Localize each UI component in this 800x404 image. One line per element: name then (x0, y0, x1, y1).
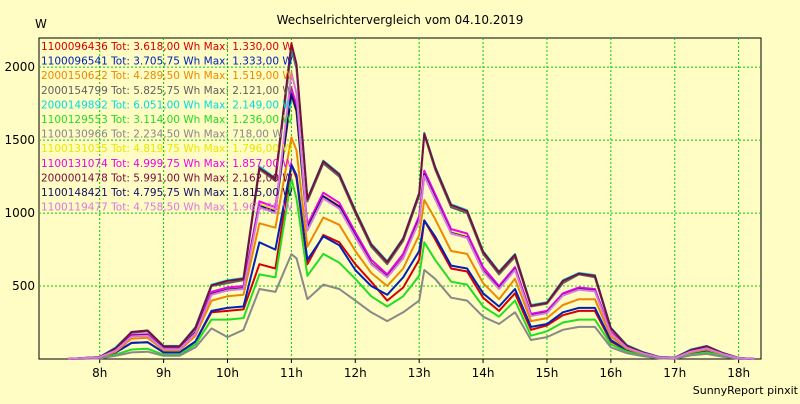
x-tick-label: 17h (663, 366, 686, 380)
y-tick-label: 1500 (4, 133, 35, 147)
x-tick-label: 16h (599, 366, 622, 380)
x-axis-ticks: 8h 9h 10h 11h 12h 13h 14h 15h 16h 17h 18h (92, 359, 750, 380)
chart-title: Wechselrichtervergleich vom 04.10.2019 (277, 13, 524, 27)
legend-entry-1100131074: 1100131074 Tot: 4.999,75 Wh Max: 1.857,0… (41, 158, 293, 170)
legend-entry-1100129553: 1100129553 Tot: 3.114,00 Wh Max: 1.236,0… (41, 114, 293, 126)
grid-lines (39, 38, 761, 359)
series-lines (67, 42, 755, 360)
legend-entry-2000001478: 2000001478 Tot: 5.991,00 Wh Max: 2.162,0… (41, 172, 293, 184)
y-axis-ticks: 500 1000 1500 2000 (4, 60, 35, 293)
legend-entry-1100119477: 1100119477 Tot: 4.758,50 Wh Max: 1.963,0… (41, 202, 293, 214)
legend-entry-2000154799: 2000154799 Tot: 5.825,75 Wh Max: 2.121,0… (41, 85, 293, 97)
x-tick-label: 15h (536, 366, 559, 380)
y-tick-label: 2000 (4, 60, 35, 74)
x-tick-label: 10h (216, 366, 239, 380)
x-tick-label: 12h (344, 366, 367, 380)
y-tick-label: 500 (12, 279, 35, 293)
series-line-1100119477 (67, 71, 755, 360)
legend-entry-1100096541: 1100096541 Tot: 3.705,75 Wh Max: 1.333,0… (41, 56, 293, 68)
legend-entry-2000150622: 2000150622 Tot: 4.289,50 Wh Max: 1.519,0… (41, 70, 293, 82)
y-tick-label: 1000 (4, 206, 35, 220)
plot-area (38, 37, 762, 360)
series-line-1100130966 (67, 253, 755, 360)
legend-entry-2000149892: 2000149892 Tot: 6.051,00 Wh Max: 2.149,0… (41, 99, 293, 111)
legend: 1100096436 Tot: 3.618,00 Wh Max: 1.330,0… (41, 41, 293, 214)
x-tick-label: 11h (280, 366, 303, 380)
x-tick-label: 8h (92, 366, 107, 380)
y-axis-label: W (35, 17, 47, 31)
legend-entry-1100131035: 1100131035 Tot: 4.819,75 Wh Max: 1.796,0… (41, 143, 293, 155)
x-tick-label: 13h (408, 366, 431, 380)
footer-credit: SunnyReport pinxit (693, 384, 799, 397)
legend-entry-1100148421: 1100148421 Tot: 4.795,75 Wh Max: 1.815,0… (41, 187, 293, 199)
x-tick-label: 14h (472, 366, 495, 380)
legend-entry-1100130966: 1100130966 Tot: 2.234,50 Wh Max: 718,00 … (41, 129, 283, 141)
x-tick-label: 9h (156, 366, 171, 380)
series-line-2000001478 (67, 42, 755, 360)
legend-entry-1100096436: 1100096436 Tot: 3.618,00 Wh Max: 1.330,0… (41, 41, 293, 53)
x-tick-label: 18h (727, 366, 750, 380)
